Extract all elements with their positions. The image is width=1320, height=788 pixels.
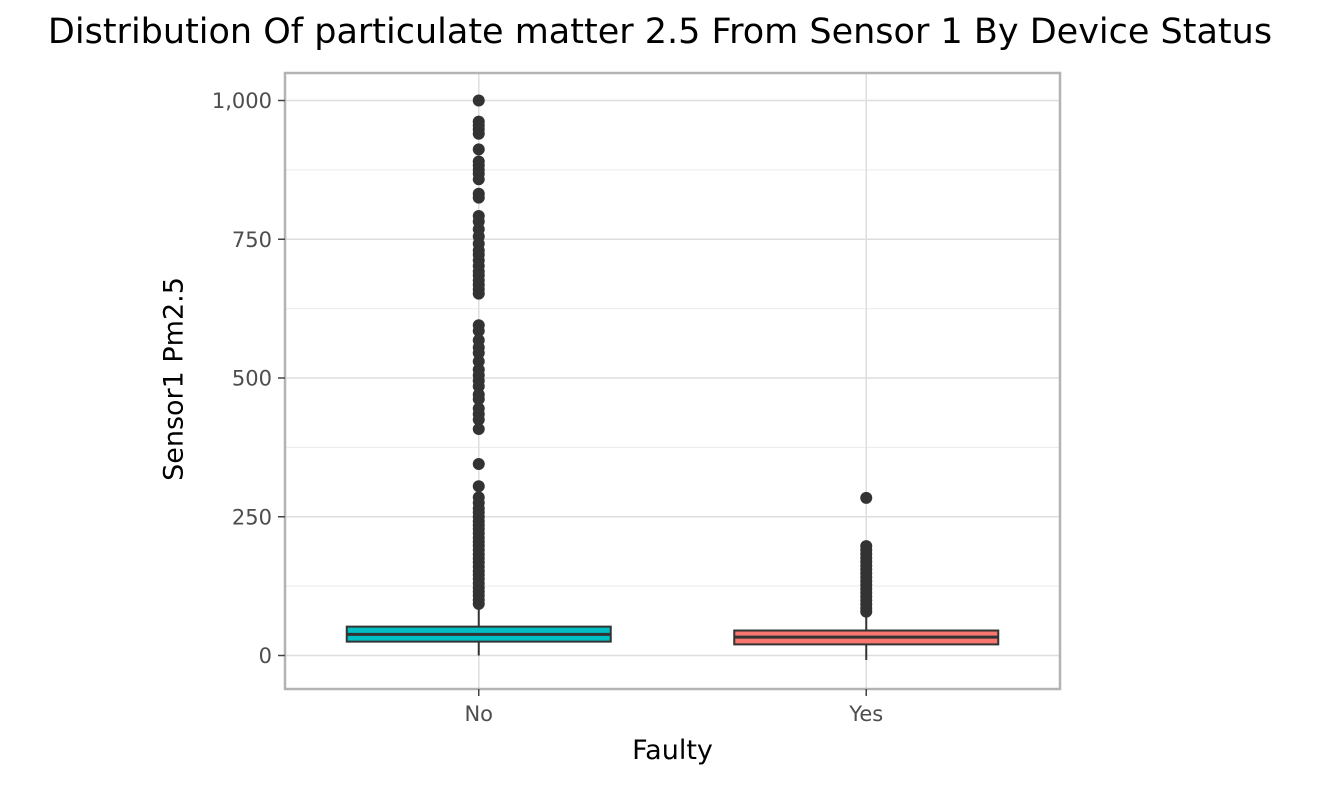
plot-panel-border <box>283 71 1062 691</box>
outlier-points <box>472 94 873 618</box>
outlier-point <box>472 380 485 393</box>
outlier-point <box>472 458 485 471</box>
outlier-point <box>472 127 485 140</box>
y-tick-label: 0 <box>259 644 272 668</box>
chart-title: Distribution Of particulate matter 2.5 F… <box>47 12 1273 52</box>
x-tick-label: Yes <box>848 702 883 726</box>
boxes <box>345 605 1000 660</box>
outlier-point <box>472 324 485 337</box>
outlier-point <box>472 173 485 186</box>
axis-ticks: 0 250 500 750 1,000 No Yes <box>212 89 883 726</box>
outlier-point <box>472 143 485 156</box>
outlier-point <box>472 191 485 204</box>
outlier-point <box>472 597 485 610</box>
outlier-point <box>472 94 485 107</box>
x-tick-label: No <box>464 702 493 726</box>
y-tick-label: 250 <box>232 505 272 529</box>
outlier-point <box>472 355 485 368</box>
y-axis-label: Sensor1 Pm2.5 <box>158 277 190 481</box>
outlier-point <box>472 480 485 493</box>
outlier-point <box>472 423 485 436</box>
y-tick-label: 750 <box>232 228 272 252</box>
outlier-point <box>860 491 873 504</box>
grid-lines <box>285 73 1060 689</box>
outlier-point <box>472 287 485 300</box>
outlier-point <box>860 605 873 618</box>
outlier-point <box>472 393 485 406</box>
y-tick-label: 500 <box>232 367 272 391</box>
outlier-point <box>472 413 485 426</box>
outlier-point <box>472 347 485 360</box>
x-axis-label: Faulty <box>632 735 713 766</box>
y-tick-label: 1,000 <box>212 89 272 113</box>
